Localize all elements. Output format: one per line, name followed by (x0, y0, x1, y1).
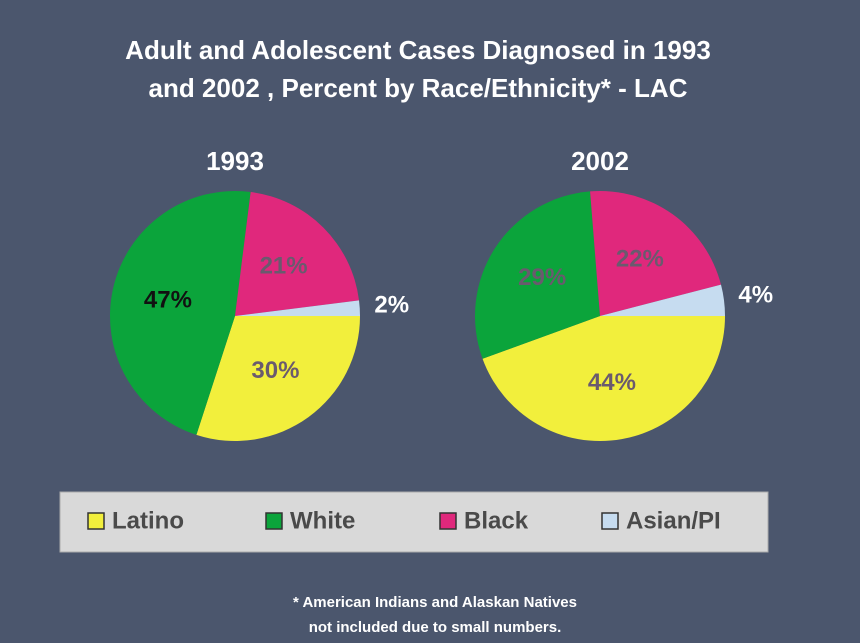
data-label: 22% (616, 245, 664, 272)
data-label: 21% (260, 253, 308, 280)
data-label: 30% (251, 357, 299, 384)
title-line: Adult and Adolescent Cases Diagnosed in … (125, 35, 711, 65)
footnote: * American Indians and Alaskan Natives (293, 594, 577, 611)
pie-slice (475, 191, 600, 359)
pie-slice (590, 191, 721, 316)
legend-swatch (265, 512, 283, 530)
pie-slice (482, 316, 725, 442)
legend-label: Latino (112, 507, 184, 534)
title-line: and 2002 , Percent by Race/Ethnicity* - … (149, 73, 688, 103)
legend-swatch (87, 512, 105, 530)
pie-slice (196, 316, 360, 442)
data-label: 44% (588, 369, 636, 396)
data-label: 29% (518, 264, 566, 291)
legend-swatch (439, 512, 457, 530)
legend-label: Asian/PI (626, 507, 721, 534)
legend-label: White (290, 507, 355, 534)
pie-title: 1993 (206, 146, 264, 176)
pie-slice (600, 284, 725, 316)
pie-title: 2002 (571, 146, 629, 176)
footnote: not included due to small numbers. (309, 619, 562, 636)
pie-slice (109, 190, 251, 435)
pie-slice (235, 300, 360, 316)
data-label: 2% (374, 291, 409, 318)
legend-box (59, 491, 769, 553)
data-label: 47% (144, 286, 192, 313)
legend-label: Black (464, 507, 529, 534)
legend-swatch (601, 512, 619, 530)
pie-slice (235, 191, 360, 316)
data-label: 4% (738, 281, 773, 308)
